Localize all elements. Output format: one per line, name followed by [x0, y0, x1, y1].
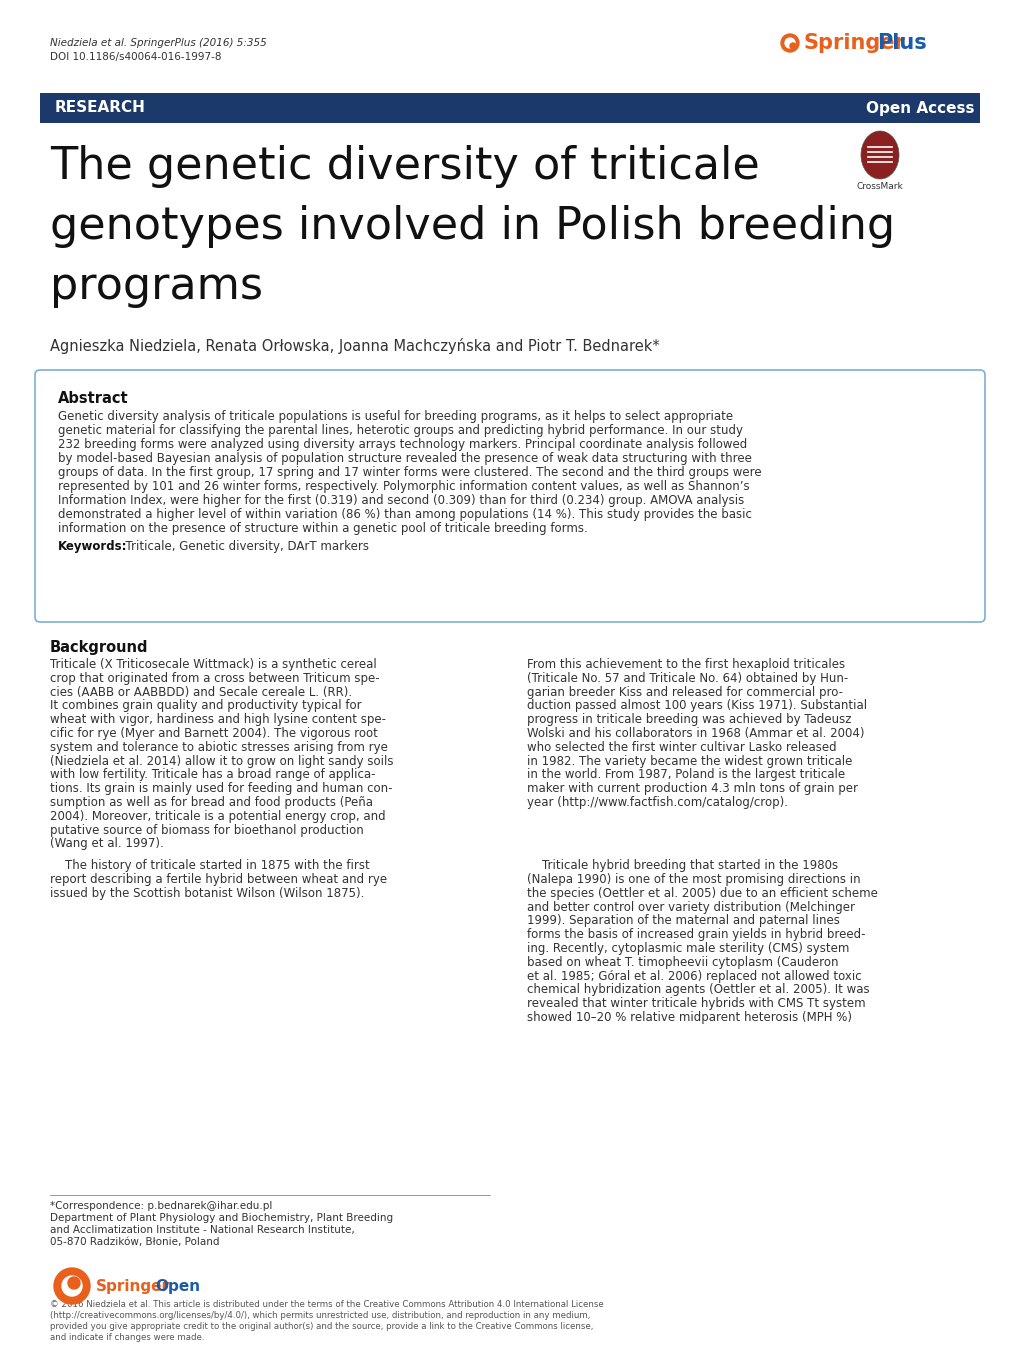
Text: 05-870 Radzików, Błonie, Poland: 05-870 Radzików, Błonie, Poland — [50, 1237, 219, 1248]
Text: Department of Plant Physiology and Biochemistry, Plant Breeding: Department of Plant Physiology and Bioch… — [50, 1214, 392, 1223]
Text: 1999). Separation of the maternal and paternal lines: 1999). Separation of the maternal and pa… — [527, 915, 839, 927]
Text: putative source of biomass for bioethanol production: putative source of biomass for bioethano… — [50, 824, 364, 837]
Text: year (http://www.factfish.com/catalog/crop).: year (http://www.factfish.com/catalog/cr… — [527, 796, 788, 809]
Circle shape — [62, 1276, 82, 1296]
Text: and Acclimatization Institute - National Research Institute,: and Acclimatization Institute - National… — [50, 1224, 355, 1235]
FancyBboxPatch shape — [35, 370, 984, 622]
Text: provided you give appropriate credit to the original author(s) and the source, p: provided you give appropriate credit to … — [50, 1322, 593, 1330]
Text: (Wang et al. 1997).: (Wang et al. 1997). — [50, 837, 164, 851]
Text: Springer: Springer — [803, 33, 905, 53]
Text: showed 10–20 % relative midparent heterosis (MPH %): showed 10–20 % relative midparent hetero… — [527, 1011, 851, 1023]
Text: RESEARCH: RESEARCH — [55, 101, 146, 116]
Text: the species (Oettler et al. 2005) due to an efficient scheme: the species (Oettler et al. 2005) due to… — [527, 887, 877, 900]
Text: The genetic diversity of triticale: The genetic diversity of triticale — [50, 145, 759, 188]
Ellipse shape — [860, 130, 898, 179]
Circle shape — [68, 1277, 79, 1288]
Text: system and tolerance to abiotic stresses arising from rye: system and tolerance to abiotic stresses… — [50, 741, 387, 754]
Text: report describing a fertile hybrid between wheat and rye: report describing a fertile hybrid betwe… — [50, 872, 387, 886]
FancyBboxPatch shape — [40, 92, 979, 124]
Text: demonstrated a higher level of within variation (86 %) than among populations (1: demonstrated a higher level of within va… — [58, 508, 751, 520]
Text: Wolski and his collaborators in 1968 (Ammar et al. 2004): Wolski and his collaborators in 1968 (Am… — [527, 727, 864, 741]
Text: and indicate if changes were made.: and indicate if changes were made. — [50, 1333, 204, 1341]
Text: cies (AABB or AABBDD) and Secale cereale L. (RR).: cies (AABB or AABBDD) and Secale cereale… — [50, 685, 352, 699]
Text: Triticale (X Triticosecale Wittmack) is a synthetic cereal: Triticale (X Triticosecale Wittmack) is … — [50, 658, 376, 671]
Text: revealed that winter triticale hybrids with CMS Tt system: revealed that winter triticale hybrids w… — [527, 998, 865, 1010]
Circle shape — [54, 1268, 90, 1305]
Text: genotypes involved in Polish breeding: genotypes involved in Polish breeding — [50, 205, 895, 247]
Circle shape — [781, 34, 798, 52]
Text: garian breeder Kiss and released for commercial pro-: garian breeder Kiss and released for com… — [527, 685, 842, 699]
Text: issued by the Scottish botanist Wilson (Wilson 1875).: issued by the Scottish botanist Wilson (… — [50, 887, 364, 900]
Text: Open Access: Open Access — [866, 101, 974, 116]
Text: CrossMark: CrossMark — [856, 182, 903, 192]
Text: (Niedziela et al. 2014) allow it to grow on light sandy soils: (Niedziela et al. 2014) allow it to grow… — [50, 754, 393, 768]
Text: *Correspondence: p.bednarek@ihar.edu.pl: *Correspondence: p.bednarek@ihar.edu.pl — [50, 1201, 272, 1211]
Text: ing. Recently, cytoplasmic male sterility (CMS) system: ing. Recently, cytoplasmic male sterilit… — [527, 942, 849, 955]
Text: based on wheat T. timopheevii cytoplasm (Cauderon: based on wheat T. timopheevii cytoplasm … — [527, 955, 838, 969]
Text: Abstract: Abstract — [58, 391, 128, 406]
Text: tions. Its grain is mainly used for feeding and human con-: tions. Its grain is mainly used for feed… — [50, 783, 392, 795]
Text: (Triticale No. 57 and Triticale No. 64) obtained by Hun-: (Triticale No. 57 and Triticale No. 64) … — [527, 671, 848, 685]
Text: Triticale, Genetic diversity, DArT markers: Triticale, Genetic diversity, DArT marke… — [118, 540, 369, 553]
Text: Plus: Plus — [876, 33, 926, 53]
Text: Information Index, were higher for the first (0.319) and second (0.309) than for: Information Index, were higher for the f… — [58, 495, 744, 507]
Text: who selected the first winter cultivar Lasko released: who selected the first winter cultivar L… — [527, 741, 836, 754]
Text: 232 breeding forms were analyzed using diversity arrays technology markers. Prin: 232 breeding forms were analyzed using d… — [58, 438, 747, 451]
Text: Open: Open — [155, 1279, 200, 1294]
Text: in 1982. The variety became the widest grown triticale: in 1982. The variety became the widest g… — [527, 754, 852, 768]
Text: DOI 10.1186/s40064-016-1997-8: DOI 10.1186/s40064-016-1997-8 — [50, 52, 221, 63]
Text: groups of data. In the first group, 17 spring and 17 winter forms were clustered: groups of data. In the first group, 17 s… — [58, 466, 761, 478]
Text: by model-based Bayesian analysis of population structure revealed the presence o: by model-based Bayesian analysis of popu… — [58, 453, 751, 465]
Text: The history of triticale started in 1875 with the first: The history of triticale started in 1875… — [50, 859, 370, 872]
Text: © 2016 Niedziela et al. This article is distributed under the terms of the Creat: © 2016 Niedziela et al. This article is … — [50, 1301, 603, 1309]
Text: et al. 1985; Góral et al. 2006) replaced not allowed toxic: et al. 1985; Góral et al. 2006) replaced… — [527, 969, 861, 983]
Circle shape — [790, 43, 795, 49]
Text: wheat with vigor, hardiness and high lysine content spe-: wheat with vigor, hardiness and high lys… — [50, 713, 385, 726]
Text: Springer: Springer — [96, 1279, 170, 1294]
Text: Agnieszka Niedziela, Renata Orłowska, Joanna Machczyńska and Piotr T. Bednarek*: Agnieszka Niedziela, Renata Orłowska, Jo… — [50, 338, 659, 353]
Text: From this achievement to the first hexaploid triticales: From this achievement to the first hexap… — [527, 658, 845, 671]
Text: cific for rye (Myer and Barnett 2004). The vigorous root: cific for rye (Myer and Barnett 2004). T… — [50, 727, 377, 741]
Text: with low fertility. Triticale has a broad range of applica-: with low fertility. Triticale has a broa… — [50, 768, 375, 781]
Text: Keywords:: Keywords: — [58, 540, 127, 553]
Text: (http://creativecommons.org/licenses/by/4.0/), which permits unrestricted use, d: (http://creativecommons.org/licenses/by/… — [50, 1311, 590, 1320]
Text: progress in triticale breeding was achieved by Tadeusz: progress in triticale breeding was achie… — [527, 713, 851, 726]
Text: Genetic diversity analysis of triticale populations is useful for breeding progr: Genetic diversity analysis of triticale … — [58, 410, 733, 423]
Text: programs: programs — [50, 265, 263, 308]
Text: Niedziela et al. SpringerPlus (2016) 5:355: Niedziela et al. SpringerPlus (2016) 5:3… — [50, 38, 267, 48]
Text: chemical hybridization agents (Oettler et al. 2005). It was: chemical hybridization agents (Oettler e… — [527, 984, 869, 996]
Text: in the world. From 1987, Poland is the largest triticale: in the world. From 1987, Poland is the l… — [527, 768, 845, 781]
Text: sumption as well as for bread and food products (Peña: sumption as well as for bread and food p… — [50, 796, 373, 809]
Circle shape — [785, 38, 794, 48]
Text: crop that originated from a cross between Triticum spe-: crop that originated from a cross betwee… — [50, 671, 379, 685]
Text: genetic material for classifying the parental lines, heterotic groups and predic: genetic material for classifying the par… — [58, 424, 742, 438]
Text: Background: Background — [50, 640, 149, 655]
Text: 2004). Moreover, triticale is a potential energy crop, and: 2004). Moreover, triticale is a potentia… — [50, 810, 385, 822]
Text: Triticale hybrid breeding that started in the 1980s: Triticale hybrid breeding that started i… — [527, 859, 838, 872]
Text: represented by 101 and 26 winter forms, respectively. Polymorphic information co: represented by 101 and 26 winter forms, … — [58, 480, 749, 493]
Text: (Nalepa 1990) is one of the most promising directions in: (Nalepa 1990) is one of the most promisi… — [527, 872, 860, 886]
Text: information on the presence of structure within a genetic pool of triticale bree: information on the presence of structure… — [58, 522, 587, 535]
Text: duction passed almost 100 years (Kiss 1971). Substantial: duction passed almost 100 years (Kiss 19… — [527, 700, 866, 712]
Text: maker with current production 4.3 mln tons of grain per: maker with current production 4.3 mln to… — [527, 783, 857, 795]
Text: It combines grain quality and productivity typical for: It combines grain quality and productivi… — [50, 700, 362, 712]
Text: forms the basis of increased grain yields in hybrid breed-: forms the basis of increased grain yield… — [527, 928, 865, 942]
Text: and better control over variety distribution (Melchinger: and better control over variety distribu… — [527, 901, 854, 913]
